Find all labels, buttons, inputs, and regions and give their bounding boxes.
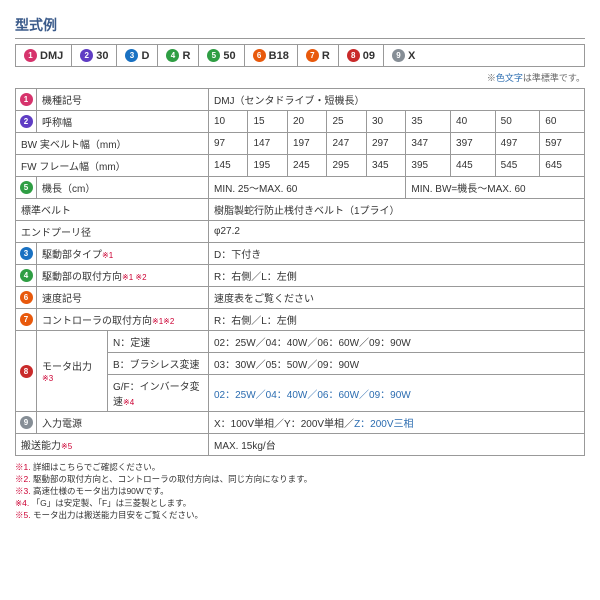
row-value: R：右側／L：左側 <box>209 265 585 287</box>
row-label: FW フレーム幅（mm） <box>16 155 209 177</box>
row-value: φ27.2 <box>209 221 585 243</box>
row-label: 搬送能力※5 <box>16 434 209 456</box>
row-value: 速度表をご覧ください <box>209 287 585 309</box>
row-value: MIN. BW=機長～MAX. 60 <box>406 177 585 199</box>
row-value: R：右側／L：左側 <box>209 309 585 331</box>
row-value: MAX. 15kg/台 <box>209 434 585 456</box>
badge-cell: 1 <box>16 89 37 111</box>
row-value: 03：30W／05：50W／09：90W <box>209 353 585 375</box>
row-value: DMJ（センタドライブ・短機長） <box>209 89 585 111</box>
footnotes: ※1. 詳細はこちらでご確認ください。※2. 駆動部の取付方向と、コントローラの… <box>15 462 585 521</box>
row-value: 樹脂製蛇行防止桟付きベルト（1プライ） <box>209 199 585 221</box>
row-value: 02：25W／04：40W／06：60W／09：90W <box>209 331 585 353</box>
cell: 10 <box>209 111 248 133</box>
row-value: MIN. 25～MAX. 60 <box>209 177 406 199</box>
badge-cell: 3 <box>16 243 37 265</box>
badge-cell: 6 <box>16 287 37 309</box>
sub-label: N：定速 <box>108 331 209 353</box>
row-value: D：下付き <box>209 243 585 265</box>
model-example-row: 1DMJ2303D4R5506B187R8099X <box>15 44 585 67</box>
row-label: 機長（cm） <box>37 177 209 199</box>
badge-cell: 9 <box>16 412 37 434</box>
row-label: モータ出力※3 <box>37 331 108 412</box>
badge-cell: 8 <box>16 331 37 412</box>
row-label: BW 実ベルト幅（mm） <box>16 133 209 155</box>
sub-label: B：ブラシレス変速 <box>108 353 209 375</box>
row-value: 02：25W／04：40W／06：60W／09：90W <box>209 375 585 412</box>
row-label: コントローラの取付方向※1※2 <box>37 309 209 331</box>
row-label: 駆動部の取付方向※1 ※2 <box>37 265 209 287</box>
badge-cell: 2 <box>16 111 37 133</box>
legend-note: ※色文字は準標準です。 <box>15 71 585 84</box>
row-label: エンドプーリ径 <box>16 221 209 243</box>
row-label: 入力電源 <box>37 412 209 434</box>
row-label: 標準ベルト <box>16 199 209 221</box>
spec-table: 1 機種記号 DMJ（センタドライブ・短機長） 2 呼称幅 1015202530… <box>15 88 585 456</box>
badge-cell: 7 <box>16 309 37 331</box>
badge-cell: 4 <box>16 265 37 287</box>
row-label: 駆動部タイプ※1 <box>37 243 209 265</box>
sub-label: G/F：インバータ変速※4 <box>108 375 209 412</box>
badge-cell: 5 <box>16 177 37 199</box>
row-label: 速度記号 <box>37 287 209 309</box>
row-value: X：100V単相／Y：200V単相／Z：200V三相 <box>209 412 585 434</box>
row-label: 機種記号 <box>37 89 209 111</box>
row-label: 呼称幅 <box>37 111 209 133</box>
page-title: 型式例 <box>15 15 585 39</box>
